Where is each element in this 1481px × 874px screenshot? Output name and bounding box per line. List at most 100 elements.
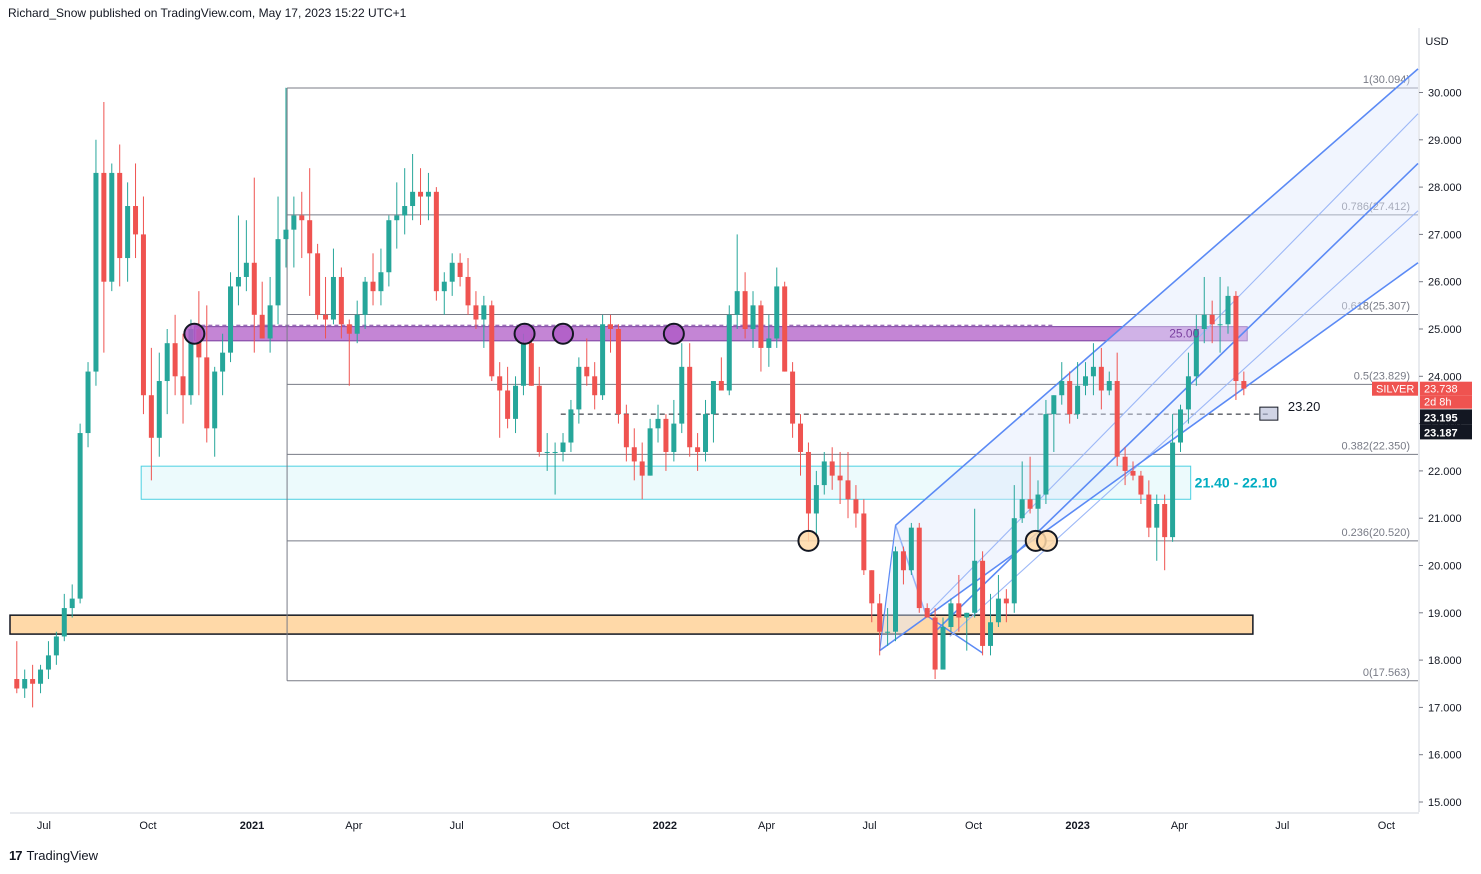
candle-body — [687, 366, 693, 448]
candle-body — [924, 608, 930, 618]
candle-body — [988, 622, 994, 646]
candle-body — [980, 560, 986, 646]
support-zone-label: 21.40 - 22.10 — [1195, 475, 1278, 491]
touch-circle — [662, 322, 685, 345]
candle-body — [869, 570, 875, 604]
x-tick-label: Apr — [758, 820, 775, 832]
candle-body — [425, 191, 431, 197]
candle-body — [251, 262, 257, 315]
candle-body — [228, 286, 234, 353]
candle-body — [758, 305, 764, 348]
candle-body — [1122, 456, 1128, 471]
x-tick-label: Apr — [1171, 820, 1188, 832]
currency-label: USD — [1425, 36, 1448, 48]
candle-body — [1130, 470, 1136, 476]
candle-body — [695, 447, 701, 452]
price-label-bg — [1420, 381, 1472, 396]
candle-body — [243, 262, 249, 277]
pitchfork-line — [949, 210, 1419, 637]
candle-body — [592, 376, 598, 396]
candle-body — [1043, 414, 1049, 495]
candle-body — [1225, 295, 1231, 325]
candle-body — [204, 357, 210, 429]
candle-body — [1146, 494, 1152, 528]
pitchfork-base — [879, 525, 897, 651]
candle-body — [972, 560, 978, 613]
candle-body — [14, 679, 20, 689]
candle-body — [505, 390, 511, 419]
x-tick-label: Jul — [1275, 820, 1289, 832]
candle-body — [513, 385, 519, 419]
candle-body — [481, 305, 487, 320]
candle-body — [1233, 295, 1239, 382]
x-tick-label: Oct — [965, 820, 982, 832]
candle-body — [647, 428, 653, 476]
resistance-zone-label: 25.00 — [1169, 327, 1199, 341]
candle-body — [457, 262, 463, 277]
x-tick-label: Oct — [139, 820, 156, 832]
candle-body — [307, 220, 313, 254]
x-tick-label: Oct — [552, 820, 569, 832]
fib-level-label: 0(17.563) — [1363, 667, 1410, 679]
candle-body — [315, 253, 321, 315]
fib-level-label: 0.5(23.829) — [1354, 370, 1410, 382]
candle-body — [1162, 504, 1168, 538]
candle-body — [93, 172, 99, 372]
candle-body — [1090, 366, 1096, 377]
resistance-zone — [193, 326, 1248, 342]
candle-body — [679, 366, 685, 424]
candle-body — [528, 343, 534, 386]
candle-body — [220, 352, 226, 372]
y-tick-label: 19.000 — [1428, 608, 1462, 620]
zones-layer — [9, 324, 1254, 635]
pitchfork-fill — [879, 68, 1418, 651]
candle-body — [718, 381, 724, 391]
candle-body — [370, 281, 376, 292]
candle-body — [861, 513, 867, 571]
candle-body — [77, 433, 83, 599]
candle-body — [378, 272, 384, 292]
candle-body — [623, 414, 629, 448]
candle-body — [489, 305, 495, 377]
candle-body — [1098, 366, 1104, 391]
x-tick-label: 2021 — [240, 820, 264, 832]
y-tick-label: 18.000 — [1428, 655, 1462, 667]
candle-body — [323, 314, 329, 320]
candle-body — [845, 480, 851, 500]
pitchfork-line — [925, 113, 1419, 616]
candle-body — [101, 172, 107, 282]
candle-body — [837, 475, 843, 481]
candle-body — [790, 371, 796, 424]
candle-body — [932, 617, 938, 670]
candle-body — [639, 461, 645, 476]
candle-body — [750, 305, 756, 329]
candle-body — [710, 381, 716, 415]
candle-body — [38, 669, 44, 684]
candle-body — [734, 291, 740, 315]
price-label: 23.195 — [1424, 412, 1458, 424]
touch-circle — [552, 322, 575, 345]
candle-body — [1019, 499, 1025, 519]
candle-body — [61, 608, 67, 637]
y-tick-label: 16.000 — [1428, 750, 1462, 762]
price-label-bg — [1372, 381, 1418, 396]
candle-body — [766, 338, 772, 348]
candle-body — [916, 527, 922, 609]
candle-body — [109, 172, 115, 282]
pitchfork-line — [934, 162, 1419, 633]
candle-body — [520, 343, 526, 386]
candles-layer — [14, 87, 1247, 708]
candle-body — [164, 343, 170, 382]
price-label: 23.187 — [1424, 427, 1458, 439]
touch-circle — [1036, 529, 1059, 552]
candle-body — [386, 220, 392, 273]
candle-body — [1003, 598, 1009, 604]
candle-body — [1114, 381, 1120, 457]
candle-body — [805, 451, 811, 514]
candle-body — [536, 385, 542, 452]
candle-body — [568, 409, 574, 443]
pitchfork-layer — [879, 68, 1419, 654]
candle-body — [821, 461, 827, 486]
level-23-20-marker — [1259, 406, 1279, 421]
